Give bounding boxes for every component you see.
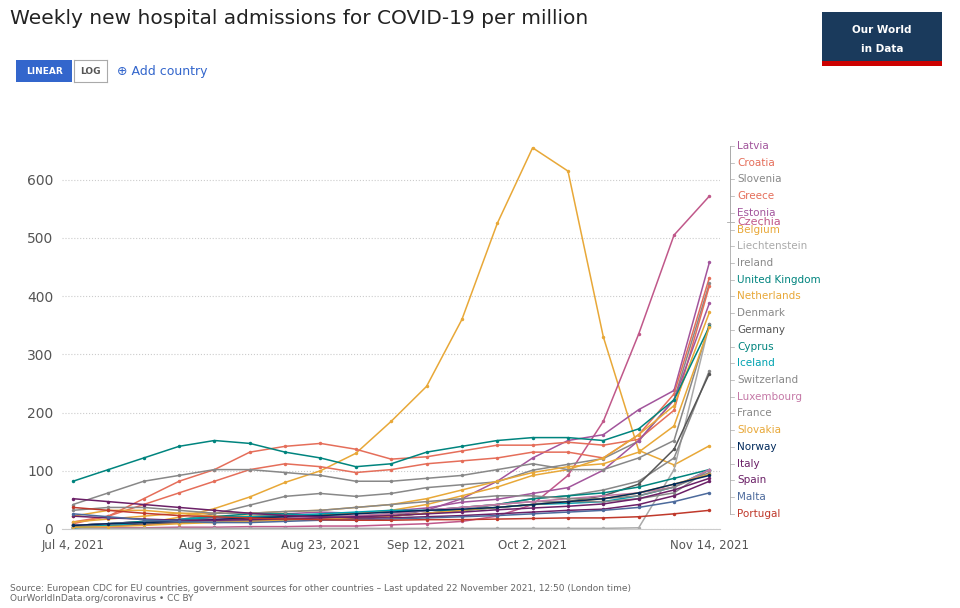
Text: Slovenia: Slovenia bbox=[737, 174, 781, 184]
Text: Estonia: Estonia bbox=[737, 208, 776, 218]
Text: in Data: in Data bbox=[860, 44, 903, 54]
Text: Weekly new hospital admissions for COVID-19 per million: Weekly new hospital admissions for COVID… bbox=[10, 9, 588, 28]
Text: Czechia: Czechia bbox=[737, 217, 781, 227]
Text: Netherlands: Netherlands bbox=[737, 291, 801, 302]
Text: Iceland: Iceland bbox=[737, 358, 775, 368]
Text: Germany: Germany bbox=[737, 325, 785, 335]
Text: United Kingdom: United Kingdom bbox=[737, 275, 821, 285]
Text: ⊕ Add country: ⊕ Add country bbox=[117, 64, 207, 78]
Text: Latvia: Latvia bbox=[737, 141, 769, 151]
Text: Switzerland: Switzerland bbox=[737, 375, 799, 385]
Text: Portugal: Portugal bbox=[737, 509, 780, 519]
Text: Malta: Malta bbox=[737, 492, 766, 502]
Text: Source: European CDC for EU countries, government sources for other countries – : Source: European CDC for EU countries, g… bbox=[10, 584, 631, 603]
Text: Luxembourg: Luxembourg bbox=[737, 392, 803, 402]
Text: Greece: Greece bbox=[737, 191, 775, 201]
Text: France: France bbox=[737, 409, 772, 418]
Text: Norway: Norway bbox=[737, 442, 777, 452]
Text: LINEAR: LINEAR bbox=[26, 67, 62, 75]
Text: Spain: Spain bbox=[737, 475, 766, 485]
Text: Cyprus: Cyprus bbox=[737, 342, 774, 351]
Text: LOG: LOG bbox=[80, 67, 101, 75]
Text: Denmark: Denmark bbox=[737, 308, 785, 318]
Text: Belgium: Belgium bbox=[737, 224, 780, 235]
Text: Italy: Italy bbox=[737, 458, 760, 469]
Text: Our World: Our World bbox=[852, 26, 911, 35]
Text: Ireland: Ireland bbox=[737, 258, 774, 268]
Text: Liechtenstein: Liechtenstein bbox=[737, 241, 807, 251]
Text: Croatia: Croatia bbox=[737, 157, 775, 168]
Text: Slovakia: Slovakia bbox=[737, 425, 781, 435]
